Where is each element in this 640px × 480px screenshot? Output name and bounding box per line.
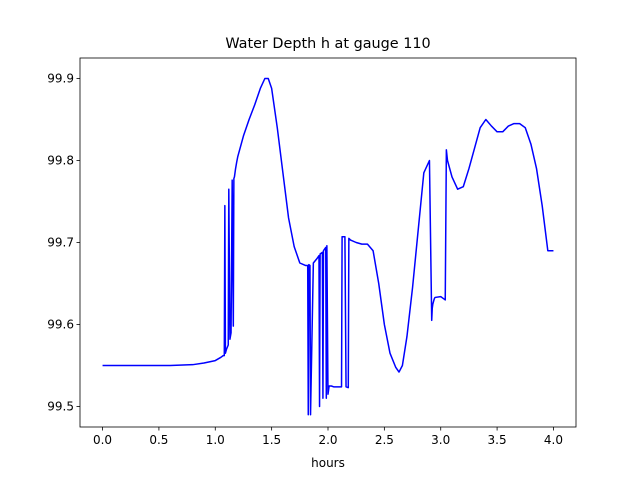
x-axis-label: hours [311, 456, 345, 470]
x-tick-label: 0.5 [149, 433, 168, 447]
x-tick-label: 3.5 [488, 433, 507, 447]
x-axis: 0.0 0.5 1.0 1.5 2.0 2.5 3.0 3.5 4.0 [93, 427, 563, 447]
x-tick-label: 4.0 [544, 433, 563, 447]
y-tick-label: 99.6 [47, 318, 74, 332]
y-tick-label: 99.5 [47, 400, 74, 414]
y-axis: 99.5 99.6 99.7 99.8 99.9 [47, 72, 80, 414]
y-tick-label: 99.8 [47, 154, 74, 168]
x-tick-label: 1.5 [262, 433, 281, 447]
y-tick-label: 99.9 [47, 72, 74, 86]
x-tick-label: 3.0 [431, 433, 450, 447]
x-tick-label: 0.0 [93, 433, 112, 447]
chart-title: Water Depth h at gauge 110 [225, 36, 430, 52]
x-tick-label: 1.0 [206, 433, 225, 447]
series-line-1 [102, 77, 554, 416]
y-tick-label: 99.7 [47, 236, 74, 250]
x-tick-label: 2.0 [318, 433, 337, 447]
x-tick-label: 2.5 [375, 433, 394, 447]
